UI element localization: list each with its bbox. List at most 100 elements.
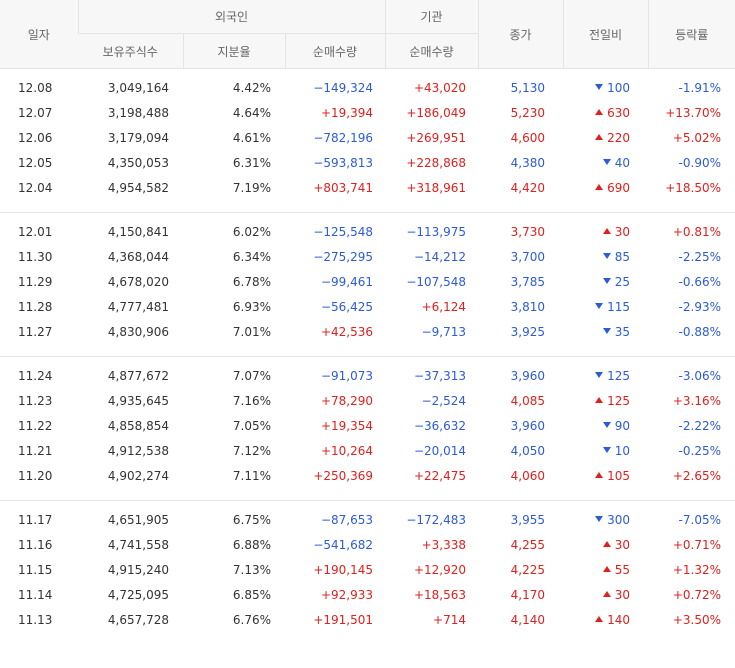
date-cell: 11.28 xyxy=(18,299,53,314)
foreign-net-cell: −56,425 xyxy=(320,299,373,314)
investor-trading-table: 일자 외국인 기관 종가 전일비 등락률 보유주식수 지분율 순매수량 순매수량… xyxy=(0,0,735,632)
table-row: 11.16 4,741,558 6.88% −541,682 +3,338 4,255 30… xyxy=(0,532,735,557)
change-cell: 140 xyxy=(563,607,648,632)
table-row: 11.20 4,902,274 7.11% +250,369 +22,475 4,060 1… xyxy=(0,463,735,488)
change-value: 300 xyxy=(607,512,630,527)
change-value: 40 xyxy=(614,155,630,170)
date-cell: 11.24 xyxy=(18,368,53,383)
close-price-cell: 3,925 xyxy=(510,324,545,339)
holdings-cell: 4,877,672 xyxy=(107,368,169,383)
triangle-up-icon xyxy=(595,397,604,403)
foreign-net-cell: +803,741 xyxy=(313,180,373,195)
change-value: 690 xyxy=(607,180,630,195)
ratio-cell: 6.93% xyxy=(232,299,271,314)
holdings-cell: 3,179,094 xyxy=(107,130,169,145)
change-value: 630 xyxy=(607,105,630,120)
date-cell: 11.20 xyxy=(18,468,53,483)
header-institution-net: 순매수량 xyxy=(384,33,478,69)
close-price-cell: 4,140 xyxy=(510,612,545,627)
change-value: 55 xyxy=(614,562,630,577)
foreign-net-cell: −593,813 xyxy=(313,155,373,170)
change-cell: 125 xyxy=(563,363,648,388)
close-price-cell: 4,255 xyxy=(510,537,545,552)
triangle-down-icon xyxy=(595,516,604,522)
institution-net-cell: +22,475 xyxy=(413,468,466,483)
close-price-cell: 3,960 xyxy=(510,368,545,383)
holdings-cell: 4,725,095 xyxy=(107,587,169,602)
change-cell: 690 xyxy=(563,175,648,200)
change-value: 220 xyxy=(607,130,630,145)
close-price-cell: 4,380 xyxy=(510,155,545,170)
institution-net-cell: −107,548 xyxy=(406,274,466,289)
ratio-cell: 7.05% xyxy=(232,418,271,433)
change-value: 90 xyxy=(614,418,630,433)
date-cell: 11.23 xyxy=(18,393,53,408)
change-cell: 30 xyxy=(563,532,648,557)
table-row: 11.22 4,858,854 7.05% +19,354 −36,632 3,960 90… xyxy=(0,413,735,438)
institution-net-cell: +228,868 xyxy=(406,155,466,170)
date-cell: 12.04 xyxy=(18,180,53,195)
ratio-cell: 6.34% xyxy=(232,249,271,264)
institution-net-cell: −37,313 xyxy=(413,368,466,383)
table-row: 11.14 4,725,095 6.85% +92,933 +18,563 4,170 30… xyxy=(0,582,735,607)
close-price-cell: 3,955 xyxy=(510,512,545,527)
rate-cell: -2.93% xyxy=(678,299,721,314)
change-value: 125 xyxy=(607,368,630,383)
change-cell: 25 xyxy=(563,269,648,294)
date-cell: 11.13 xyxy=(18,612,53,627)
close-price-cell: 3,810 xyxy=(510,299,545,314)
table-row: 11.28 4,777,481 6.93% −56,425 +6,124 3,810 115… xyxy=(0,294,735,319)
institution-net-cell: −36,632 xyxy=(413,418,466,433)
divider-cell xyxy=(0,488,735,501)
date-cell: 11.27 xyxy=(18,324,53,339)
date-cell: 11.14 xyxy=(18,587,53,602)
ratio-cell: 4.61% xyxy=(232,130,271,145)
close-price-cell: 3,785 xyxy=(510,274,545,289)
foreign-net-cell: +250,369 xyxy=(313,468,373,483)
triangle-down-icon xyxy=(595,303,604,309)
close-price-cell: 4,225 xyxy=(510,562,545,577)
change-cell: 115 xyxy=(563,294,648,319)
holdings-cell: 4,657,728 xyxy=(107,612,169,627)
foreign-net-cell: +92,933 xyxy=(320,587,373,602)
close-price-cell: 3,730 xyxy=(510,224,545,239)
ratio-cell: 7.01% xyxy=(232,324,271,339)
triangle-down-icon xyxy=(602,278,611,284)
institution-net-cell: +186,049 xyxy=(406,105,466,120)
holdings-cell: 4,150,841 xyxy=(107,224,169,239)
change-cell: 10 xyxy=(563,438,648,463)
close-price-cell: 3,960 xyxy=(510,418,545,433)
table-row: 11.15 4,915,240 7.13% +190,145 +12,920 4,225 5… xyxy=(0,557,735,582)
date-cell: 11.17 xyxy=(18,512,53,527)
holdings-cell: 4,912,538 xyxy=(107,443,169,458)
holdings-cell: 4,368,044 xyxy=(107,249,169,264)
institution-net-cell: +318,961 xyxy=(406,180,466,195)
holdings-cell: 4,902,274 xyxy=(107,468,169,483)
change-cell: 85 xyxy=(563,244,648,269)
foreign-net-cell: −125,548 xyxy=(313,224,373,239)
ratio-cell: 6.88% xyxy=(232,537,271,552)
institution-net-cell: +3,338 xyxy=(421,537,466,552)
close-price-cell: 5,130 xyxy=(510,80,545,95)
rate-cell: -0.90% xyxy=(678,155,721,170)
change-value: 30 xyxy=(614,587,630,602)
triangle-up-icon xyxy=(602,591,611,597)
table-row: 12.05 4,350,053 6.31% −593,813 +228,868 4,380… xyxy=(0,150,735,175)
ratio-cell: 7.19% xyxy=(232,180,271,195)
ratio-cell: 6.76% xyxy=(232,612,271,627)
date-cell: 11.21 xyxy=(18,443,53,458)
rate-cell: -2.22% xyxy=(678,418,721,433)
close-price-cell: 4,060 xyxy=(510,468,545,483)
triangle-down-icon xyxy=(602,328,611,334)
triangle-down-icon xyxy=(602,159,611,165)
change-cell: 40 xyxy=(563,150,648,175)
change-cell: 35 xyxy=(563,319,648,344)
change-cell: 90 xyxy=(563,413,648,438)
header-holdings: 보유주식수 xyxy=(78,33,183,69)
header-institution-group: 기관 xyxy=(384,0,478,34)
change-cell: 105 xyxy=(563,463,648,488)
date-cell: 12.06 xyxy=(18,130,53,145)
foreign-net-cell: +78,290 xyxy=(320,393,373,408)
date-cell: 12.05 xyxy=(18,155,53,170)
institution-net-cell: −20,014 xyxy=(413,443,466,458)
